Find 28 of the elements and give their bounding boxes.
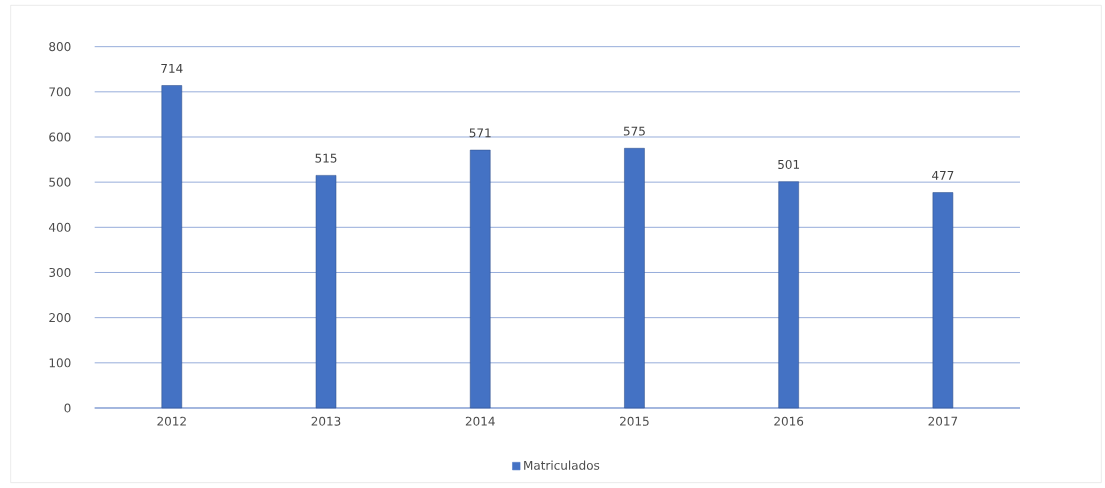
x-tick-label: 2016: [774, 416, 804, 426]
data-label: 477: [932, 171, 954, 180]
y-tick-label: 800: [49, 42, 71, 52]
y-tick-label: 200: [49, 313, 71, 323]
y-tick-label: 600: [49, 132, 71, 142]
x-tick-label: 2013: [311, 416, 341, 426]
x-tick-label: 2014: [465, 416, 495, 426]
y-tick-label: 300: [49, 267, 71, 278]
bar: [932, 192, 954, 409]
y-tick-label: 500: [49, 177, 71, 187]
y-tick-label: 400: [48, 222, 71, 232]
bar: [315, 175, 337, 409]
x-tick-label: 2015: [620, 416, 649, 426]
y-tick-label: 700: [49, 87, 71, 97]
data-label: 571: [469, 128, 491, 138]
data-label: 515: [315, 153, 337, 163]
y-tick-label: 0: [64, 403, 71, 413]
bar: [161, 85, 183, 409]
x-tick-label: 2017: [928, 416, 958, 426]
bar: [778, 181, 799, 409]
data-label: 714: [161, 64, 183, 73]
y-tick-label: 100: [49, 358, 71, 368]
x-tick-label: 2012: [157, 416, 186, 426]
bar: [624, 148, 645, 409]
bar: [469, 149, 491, 409]
legend-label: Matriculados: [524, 460, 600, 470]
data-label: 575: [623, 126, 645, 136]
data-label: 501: [778, 159, 800, 169]
